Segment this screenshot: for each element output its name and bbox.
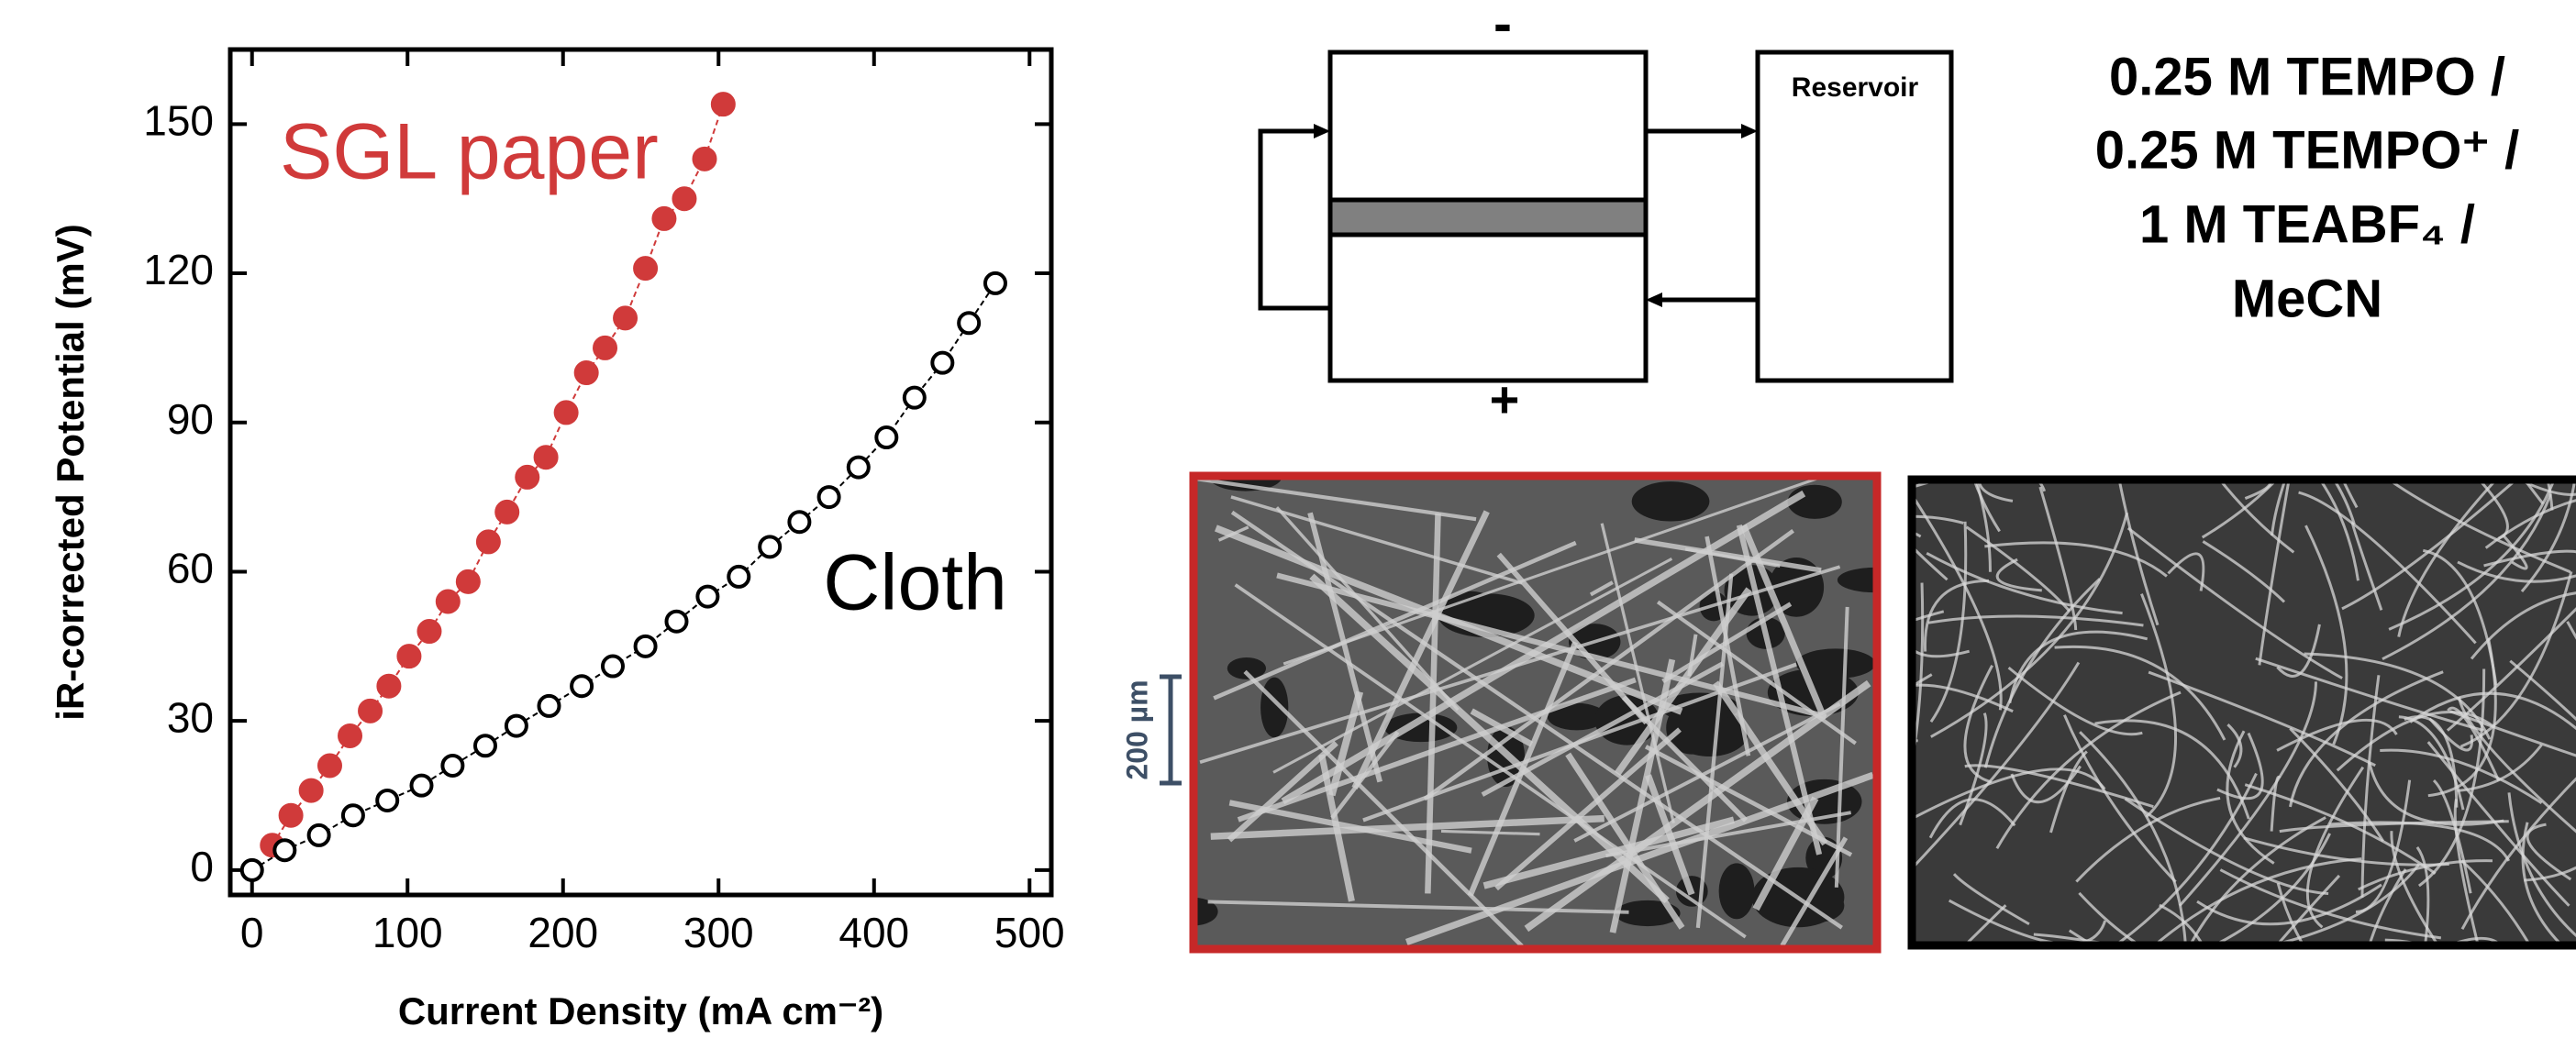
flow-line — [1260, 131, 1330, 308]
sem-fiber — [2049, 288, 2223, 476]
data-point — [932, 353, 952, 373]
plot: 0 100 200 300 400 500 0 30 60 90 120 150 Current Den… — [49, 50, 1065, 1032]
data-point — [666, 612, 686, 632]
data-point — [411, 776, 431, 796]
data-point — [634, 257, 658, 281]
data-point — [876, 427, 896, 447]
membrane — [1330, 200, 1646, 235]
arrowhead — [1314, 124, 1330, 138]
data-point — [760, 536, 780, 557]
electrolyte-line: 0.25 M TEMPO⁺ / — [2095, 120, 2520, 180]
data-point — [417, 620, 441, 644]
arrowhead — [1741, 124, 1758, 138]
x-tick-label: 500 — [994, 909, 1065, 956]
y-tick-label: 120 — [143, 246, 214, 293]
data-point — [672, 187, 696, 211]
electrolyte-line: 1 M TEABF₄ / — [2139, 194, 2475, 254]
data-point — [274, 840, 294, 860]
legend-label: Cloth — [823, 539, 1007, 627]
data-point — [506, 716, 527, 736]
positive-sign: + — [1490, 370, 1520, 428]
data-point — [554, 401, 578, 425]
y-tick-label: 150 — [143, 97, 214, 145]
data-point — [343, 805, 363, 825]
x-tick-label: 0 — [240, 909, 264, 956]
data-point — [299, 778, 323, 802]
sem-fiber — [2385, 940, 2544, 1022]
data-point — [789, 512, 809, 532]
data-point — [516, 465, 539, 489]
electrolyte-line: MeCN — [2232, 269, 2382, 328]
data-point — [377, 790, 397, 811]
data-point — [959, 313, 979, 333]
data-point — [475, 735, 495, 756]
data-point — [652, 206, 676, 230]
data-point — [819, 487, 839, 507]
figure: 0 100 200 300 400 500 0 30 60 90 120 150 Current Den… — [0, 0, 2576, 1038]
data-point — [279, 803, 303, 827]
y-tick-label: 90 — [167, 395, 214, 443]
arrowhead — [1646, 293, 1662, 307]
data-point — [442, 756, 462, 776]
legend-label: SGL paper — [280, 108, 659, 196]
negative-sign: - — [1493, 0, 1512, 54]
electrolyte-line: 0.25 M TEMPO / — [2109, 47, 2505, 106]
data-point — [572, 676, 592, 696]
x-axis-label: Current Density (mA cm⁻²) — [398, 989, 883, 1032]
sem-pore — [1719, 863, 1755, 919]
data-point — [309, 825, 329, 845]
scale-bar — [1160, 677, 1182, 783]
y-tick-label: 30 — [167, 693, 214, 741]
data-point — [436, 590, 460, 613]
data-point — [539, 696, 559, 716]
data-point — [476, 530, 500, 554]
data-point — [614, 306, 638, 330]
data-point — [534, 446, 558, 469]
x-tick-label: 100 — [372, 909, 443, 956]
data-point — [242, 860, 262, 880]
data-point — [697, 587, 717, 607]
x-tick-label: 400 — [838, 909, 909, 956]
x-tick-label: 200 — [527, 909, 598, 956]
data-point — [849, 458, 869, 478]
data-point — [317, 754, 341, 778]
data-point — [456, 569, 480, 593]
data-point — [905, 388, 925, 408]
sem-pore — [1632, 481, 1710, 521]
data-point — [636, 636, 656, 657]
data-point — [594, 336, 617, 359]
data-point — [693, 147, 716, 171]
scale-bar-label: 200 µm — [1120, 679, 1153, 779]
data-point — [397, 645, 421, 668]
sem-pore — [1260, 678, 1288, 738]
y-axis-label: iR-corrected Potential (mV) — [49, 224, 92, 720]
y-tick-label: 60 — [167, 545, 214, 592]
x-tick-label: 300 — [683, 909, 754, 956]
data-point — [985, 273, 1005, 293]
data-point — [711, 93, 735, 116]
data-point — [728, 567, 749, 587]
data-point — [339, 723, 362, 747]
data-point — [495, 500, 519, 524]
data-point — [359, 699, 383, 723]
reservoir-label: Reservoir — [1792, 72, 1919, 103]
y-tick-label: 0 — [190, 843, 214, 890]
data-point — [574, 361, 598, 385]
data-point — [377, 674, 401, 698]
data-point — [603, 657, 623, 677]
